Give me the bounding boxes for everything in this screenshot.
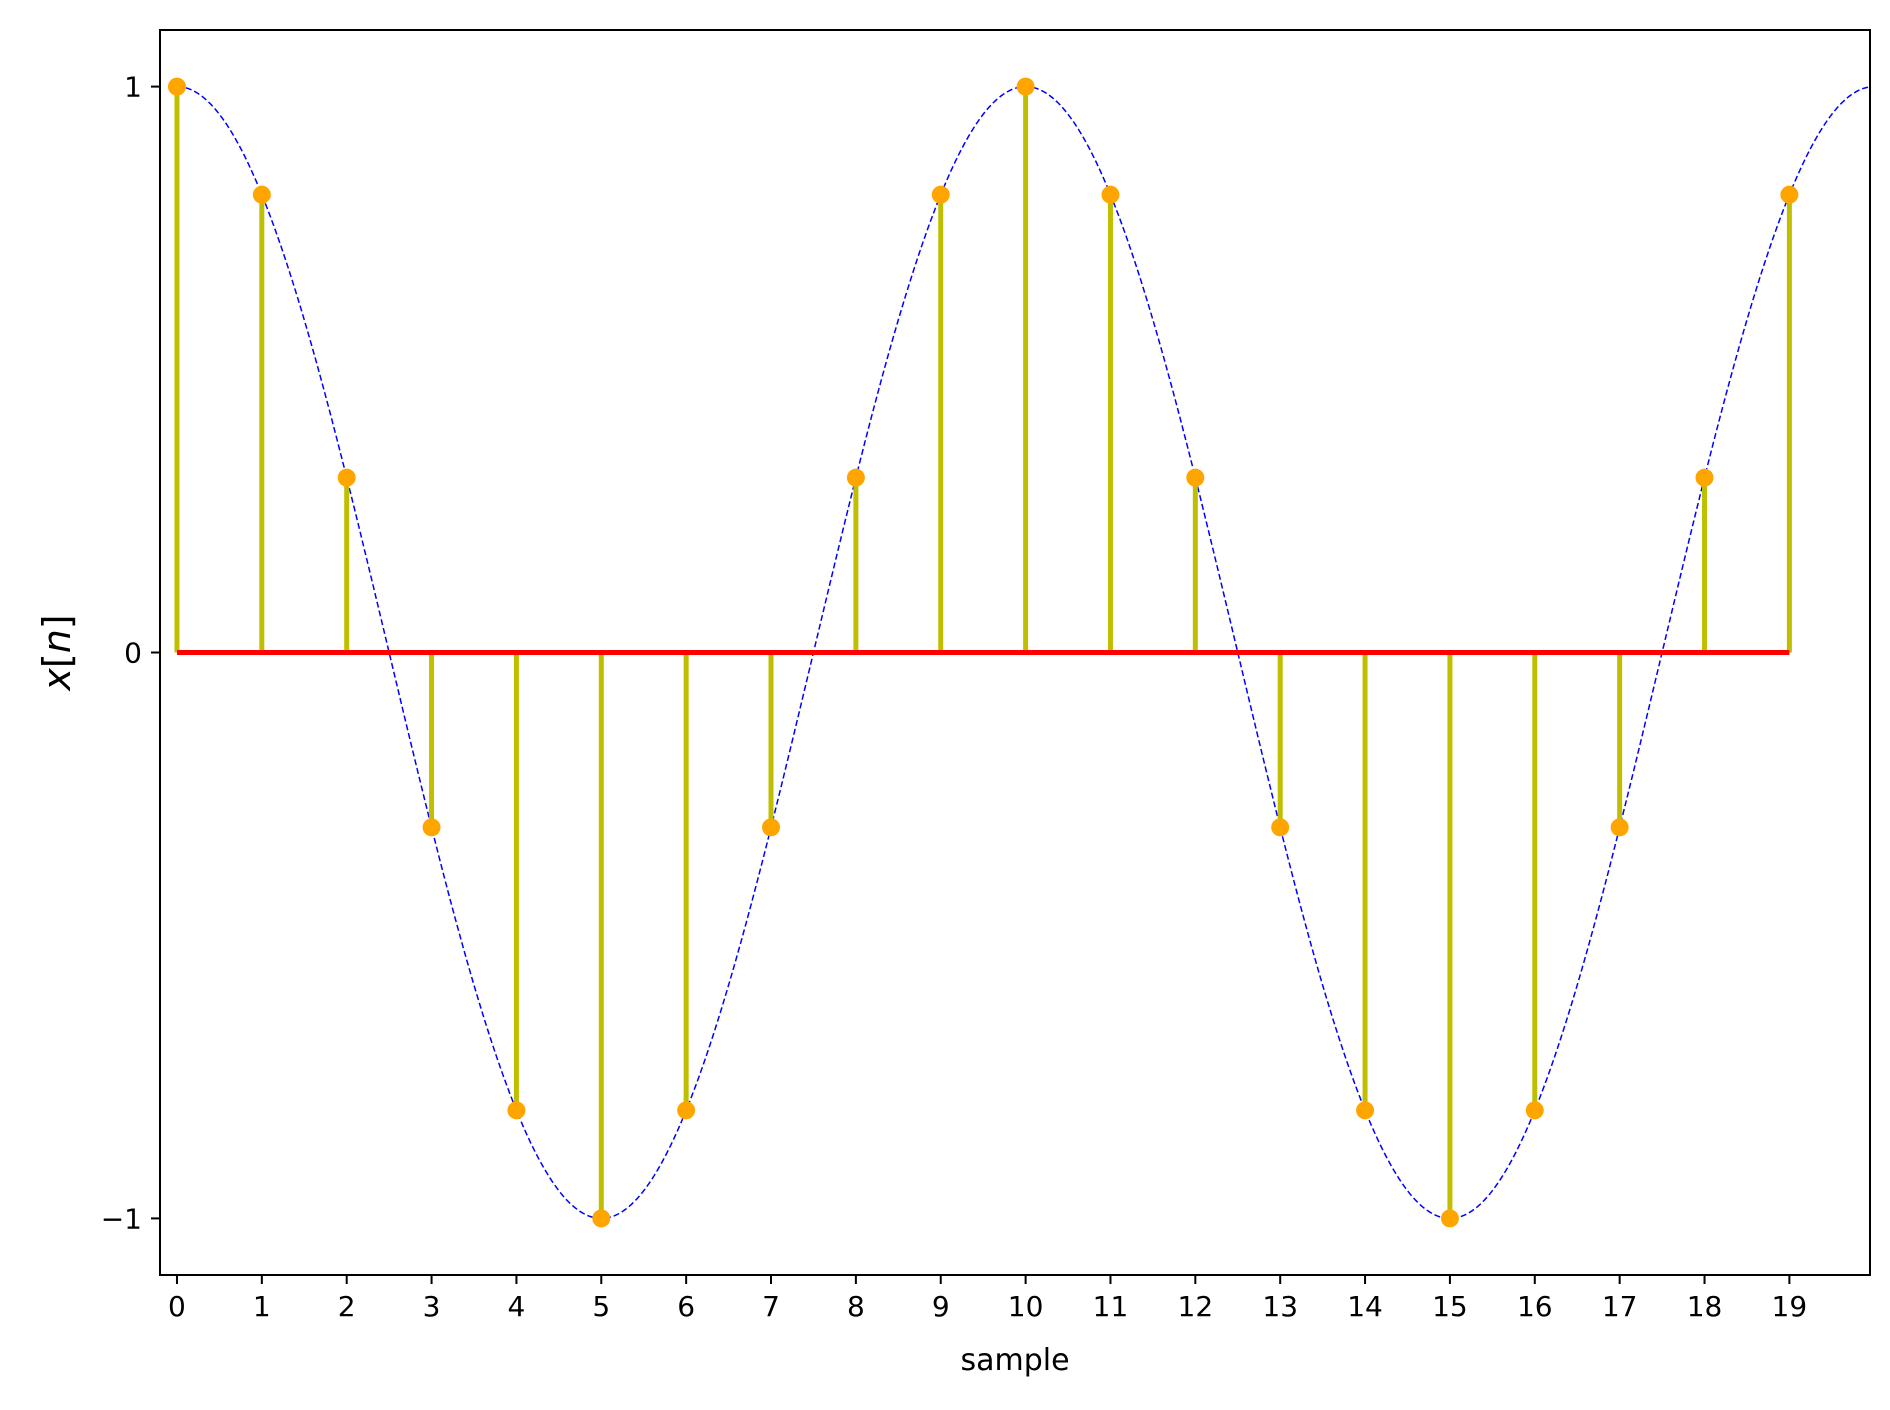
x-tick-label: 9 [932, 1290, 950, 1323]
y-axis-ticks: −1 0 1 [101, 71, 160, 1235]
x-tick-label: 13 [1262, 1290, 1298, 1323]
stem-marker [1186, 468, 1205, 487]
stem-marker [1610, 818, 1629, 837]
x-tick-label: 14 [1347, 1290, 1383, 1323]
stem-marker [931, 185, 950, 204]
x-tick-label: 8 [847, 1290, 865, 1323]
stem-marker [167, 77, 186, 96]
x-axis-label: sample [960, 1343, 1069, 1378]
stem-marker [1016, 77, 1035, 96]
x-axis-ticks: 0 1 2 3 4 5 6 7 8 9 10 11 12 13 14 15 16 17 18 19 [168, 1275, 1807, 1323]
stem-marker [846, 468, 865, 487]
x-tick-label: 18 [1687, 1290, 1723, 1323]
x-tick-label: 11 [1093, 1290, 1129, 1323]
stem-marker [592, 1209, 611, 1228]
x-tick-label: 5 [592, 1290, 610, 1323]
stem-marker [677, 1101, 696, 1120]
x-tick-label: 15 [1432, 1290, 1468, 1323]
stem-marker [1525, 1101, 1544, 1120]
stem-marker [507, 1101, 526, 1120]
x-tick-label: 4 [508, 1290, 526, 1323]
x-tick-label: 6 [677, 1290, 695, 1323]
stem-layer [174, 86, 1792, 1219]
x-tick-label: 2 [338, 1290, 356, 1323]
stem-marker [762, 818, 781, 837]
x-tick-label: 7 [762, 1290, 780, 1323]
stem-marker [1271, 818, 1290, 837]
x-tick-label: 12 [1178, 1290, 1214, 1323]
y-tick-label: 1 [124, 71, 142, 104]
stem-marker [422, 818, 441, 837]
y-tick-label: −1 [101, 1202, 142, 1235]
x-tick-label: 3 [423, 1290, 441, 1323]
y-axis-label: x[n] [35, 614, 79, 691]
stem-marker [252, 185, 271, 204]
x-tick-label: 16 [1517, 1290, 1553, 1323]
x-tick-label: 1 [253, 1290, 271, 1323]
marker-layer [167, 77, 1799, 1228]
stem-marker [1101, 185, 1120, 204]
stem-marker [1780, 185, 1799, 204]
x-tick-label: 0 [168, 1290, 186, 1323]
y-tick-label: 0 [124, 637, 142, 670]
x-tick-label: 17 [1602, 1290, 1638, 1323]
stem-marker [1695, 468, 1714, 487]
stem-marker [1356, 1101, 1375, 1120]
stem-marker [1440, 1209, 1459, 1228]
stem-marker [337, 468, 356, 487]
x-tick-label: 19 [1772, 1290, 1808, 1323]
x-tick-label: 10 [1008, 1290, 1044, 1323]
